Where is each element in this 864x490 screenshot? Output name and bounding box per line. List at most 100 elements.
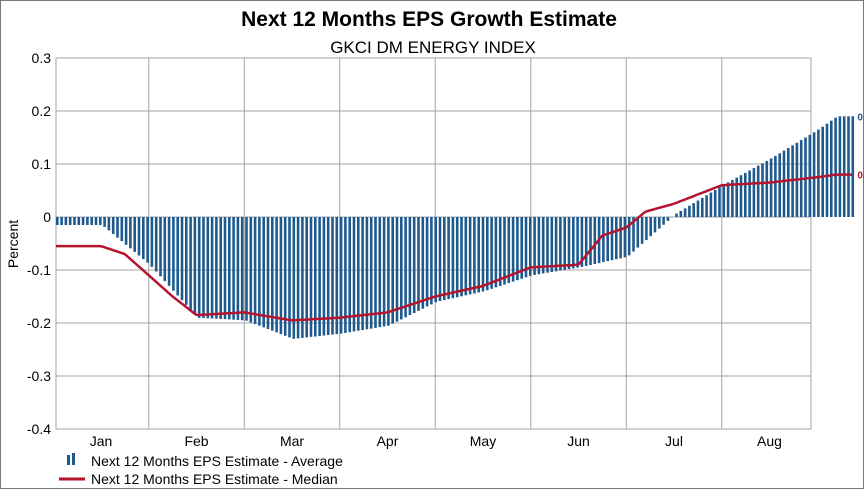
- average-bar: [753, 168, 756, 217]
- average-bar: [69, 217, 72, 225]
- y-tick-labels: 0.30.20.10-0.1-0.2-0.3-0.4: [27, 50, 51, 437]
- average-bar: [430, 217, 433, 304]
- average-bar: [826, 124, 829, 217]
- average-bar: [404, 217, 407, 317]
- average-bar: [86, 217, 89, 225]
- average-bar: [65, 217, 68, 225]
- average-bar: [469, 217, 472, 294]
- average-bar: [129, 217, 132, 248]
- average-bar: [78, 217, 81, 225]
- average-bar: [443, 217, 446, 300]
- average-bar: [426, 217, 429, 307]
- average-bar: [387, 217, 390, 326]
- average-bar: [379, 217, 382, 327]
- average-bar: [172, 217, 175, 291]
- average-bar: [705, 195, 708, 217]
- x-tick-label: Mar: [280, 433, 304, 449]
- average-bar: [413, 217, 416, 313]
- average-bar: [116, 217, 119, 238]
- average-bar: [572, 217, 575, 268]
- average-bar: [194, 217, 197, 315]
- average-bar: [422, 217, 425, 309]
- average-bar: [189, 217, 192, 310]
- average-bar: [73, 217, 76, 225]
- average-bar: [207, 217, 210, 318]
- y-tick-label: 0.2: [32, 103, 52, 119]
- average-bar: [684, 208, 687, 217]
- average-bar: [237, 217, 240, 320]
- average-bar: [667, 217, 670, 221]
- average-bar: [477, 217, 480, 292]
- chart-title: Next 12 Months EPS Growth Estimate: [241, 8, 617, 31]
- average-bar: [606, 217, 609, 261]
- average-bar: [641, 217, 644, 244]
- average-bar: [465, 217, 468, 295]
- average-bar: [628, 217, 631, 255]
- legend: Next 12 Months EPS Estimate - Average Ne…: [59, 453, 343, 487]
- average-bar: [142, 217, 145, 259]
- average-bar: [112, 217, 115, 234]
- average-bar: [417, 217, 420, 311]
- average-bar: [245, 217, 248, 321]
- average-bar: [202, 217, 205, 318]
- average-bar: [267, 217, 270, 329]
- average-bar: [757, 166, 760, 217]
- average-bar: [555, 217, 558, 271]
- average-end-label: 0.19: [857, 112, 864, 123]
- average-bar: [383, 217, 386, 326]
- average-bar: [99, 217, 102, 225]
- average-bar: [817, 130, 820, 217]
- average-bar: [576, 217, 579, 268]
- average-bar: [585, 217, 588, 266]
- average-bar: [348, 217, 351, 332]
- average-bar: [688, 206, 691, 217]
- average-bar: [361, 217, 364, 330]
- average-bar: [460, 217, 463, 296]
- y-tick-label: -0.2: [27, 315, 51, 331]
- average-bar: [146, 217, 149, 263]
- average-bar: [95, 217, 98, 225]
- average-bar: [499, 217, 502, 286]
- average-bar: [181, 217, 184, 300]
- average-bar: [701, 198, 704, 217]
- y-tick-label: 0.1: [32, 156, 52, 172]
- average-bar: [834, 118, 837, 217]
- average-bar: [366, 217, 369, 329]
- average-bar: [271, 217, 274, 331]
- average-bar: [456, 217, 459, 297]
- y-tick-label: -0.1: [27, 262, 51, 278]
- average-bar: [770, 159, 773, 218]
- average-bar: [727, 182, 730, 217]
- legend-median-label: Next 12 Months EPS Estimate - Median: [91, 471, 338, 487]
- average-bar: [374, 217, 377, 328]
- x-tick-label: Aug: [757, 433, 782, 449]
- average-bar: [813, 132, 816, 217]
- y-tick-label: 0.3: [32, 50, 52, 66]
- average-bar: [658, 217, 661, 229]
- average-bar: [843, 116, 846, 217]
- x-tick-label: Feb: [184, 433, 208, 449]
- average-bar: [353, 217, 356, 331]
- average-bar: [452, 217, 455, 298]
- average-bar: [125, 217, 128, 245]
- average-bar: [262, 217, 265, 327]
- average-bar: [546, 217, 549, 273]
- average-bar: [766, 161, 769, 217]
- average-bar: [821, 127, 824, 217]
- average-bar: [198, 217, 201, 318]
- average-bar: [495, 217, 498, 287]
- median-end-label: 0.08: [857, 171, 864, 182]
- average-bar: [482, 217, 485, 292]
- average-bar: [723, 185, 726, 217]
- average-bar: [254, 217, 257, 324]
- average-bar: [589, 217, 592, 265]
- average-bar: [774, 156, 777, 217]
- average-bar: [396, 217, 399, 322]
- x-tick-label: Jul: [665, 433, 683, 449]
- end-value-labels: 0.19 0.08: [857, 112, 864, 181]
- average-bar: [563, 217, 566, 270]
- average-bar: [542, 217, 545, 273]
- average-bar: [649, 217, 652, 236]
